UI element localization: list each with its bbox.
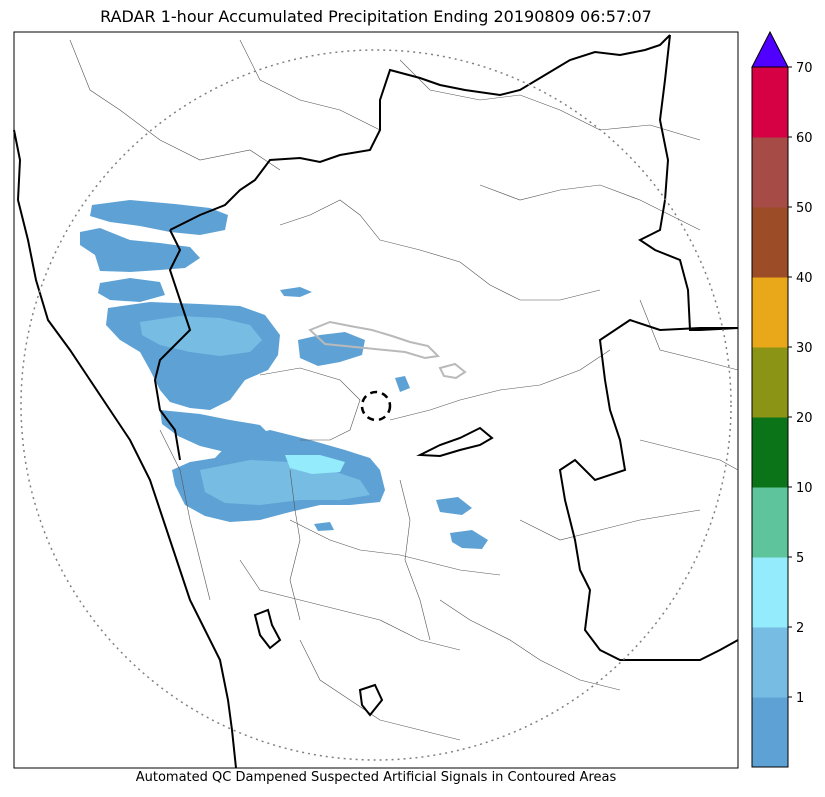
radar-site-marker	[360, 390, 392, 422]
rain-core	[285, 455, 345, 474]
colorbar-segment	[752, 347, 788, 418]
district-line-14	[639, 439, 739, 471]
rain-band-2	[80, 228, 200, 272]
district-line-1	[69, 39, 281, 171]
district-line-9	[239, 559, 461, 651]
colorbar-tick-label: 1	[796, 691, 804, 706]
district-line-2	[239, 39, 381, 131]
district-line-12	[439, 599, 621, 691]
colorbar-segment	[752, 627, 788, 698]
rain-band-1	[90, 200, 228, 235]
qc-contours	[308, 320, 467, 380]
district-line-13	[639, 299, 739, 371]
colorbar-segment	[752, 67, 788, 138]
rain-cell-11	[450, 530, 488, 549]
coastline	[13, 129, 237, 769]
rain-cell-14	[395, 376, 410, 392]
state-border-north	[169, 34, 671, 231]
colorbar-segment	[752, 207, 788, 278]
district-line-16	[289, 469, 301, 621]
colorbar-tick-label: 10	[796, 481, 813, 496]
district-line-4	[279, 199, 601, 301]
colorbar-tick-label: 40	[796, 271, 813, 286]
colorbar-tick-label: 30	[796, 341, 813, 356]
map-panel	[13, 31, 739, 769]
colorbar-overflow-arrow	[751, 30, 789, 68]
colorbar-tick-label: 20	[796, 411, 813, 426]
colorbar-tick-label: 2	[796, 621, 804, 636]
district-line-3	[399, 59, 701, 141]
district-line-7	[389, 349, 611, 421]
map-caption: Automated QC Dampened Suspected Artifici…	[135, 770, 617, 785]
radar-range-ring	[20, 49, 732, 761]
precipitation-layer	[80, 200, 488, 549]
state-border-west-inner	[153, 229, 192, 461]
rain-cell-10	[436, 497, 472, 515]
colorbar-segment	[752, 277, 788, 348]
map-title: RADAR 1-hour Accumulated Precipitation E…	[100, 7, 652, 26]
colorbar-segment	[752, 137, 788, 208]
state-border-east	[638, 34, 739, 331]
rain-cell-12	[314, 522, 334, 531]
colorbar: 1 2 5 10 20 30 40 50 60 70	[751, 30, 813, 768]
colorbar-tick-label: 50	[796, 201, 813, 216]
colorbar-tick-label: 70	[796, 61, 813, 76]
district-line-17	[399, 479, 431, 641]
colorbar-segment	[752, 697, 788, 768]
rain-cell-9	[298, 332, 365, 366]
qc-contour-2	[438, 362, 467, 380]
map-frame	[13, 31, 739, 769]
colorbar-segment	[752, 487, 788, 558]
colorbar-tick-label: 5	[796, 551, 804, 566]
rain-band-3	[98, 278, 165, 302]
state-enclave-3	[358, 683, 384, 717]
state-enclave	[416, 426, 494, 458]
district-line-5	[479, 184, 701, 231]
colorbar-segment	[752, 417, 788, 488]
district-line-11	[519, 509, 701, 541]
district-line-8	[289, 519, 501, 576]
state-enclave-2	[253, 608, 282, 650]
colorbar-frame	[751, 66, 789, 768]
colorbar-segment	[752, 557, 788, 628]
rain-cell-13	[280, 287, 312, 297]
district-line-6	[259, 367, 361, 441]
rain-band-5	[140, 316, 262, 356]
state-border-south	[558, 318, 739, 661]
colorbar-tick-label: 60	[796, 131, 813, 146]
state-boundaries	[13, 34, 739, 769]
district-boundaries	[69, 39, 739, 741]
qc-contour-1	[308, 320, 441, 360]
district-line-15	[159, 429, 211, 601]
